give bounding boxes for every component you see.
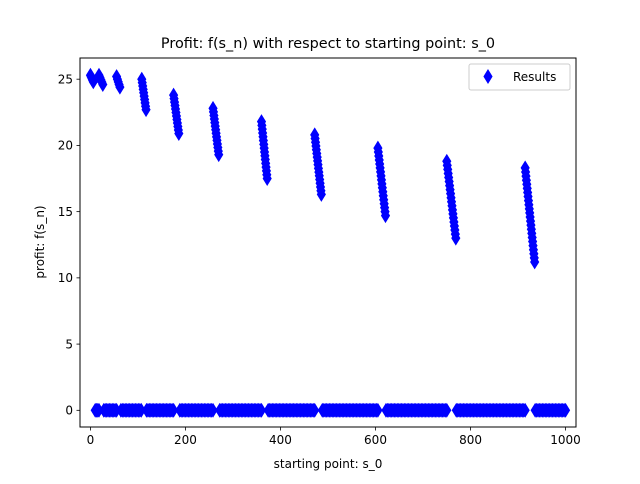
data-point	[530, 254, 540, 270]
chart-title: Profit: f(s_n) with respect to starting …	[161, 36, 495, 52]
x-tick-label: 400	[269, 433, 292, 447]
y-tick-label: 20	[58, 139, 73, 153]
data-point	[115, 79, 125, 95]
y-tick-label: 0	[65, 404, 73, 418]
y-tick-label: 25	[58, 72, 73, 86]
x-tick-label: 1000	[550, 433, 581, 447]
y-axis-label: profit: f(s_n)	[33, 205, 47, 278]
data-point	[520, 402, 530, 418]
data-point	[310, 402, 320, 418]
data-point	[141, 102, 151, 118]
plot-area-frame	[79, 57, 577, 428]
data-point	[373, 402, 383, 418]
data-point	[256, 402, 267, 418]
data-point	[262, 171, 272, 186]
x-axis-ticks: 0 200 400 600 800 1000	[87, 427, 581, 447]
data-point	[214, 147, 224, 163]
x-tick-label: 200	[174, 433, 197, 447]
legend-label: Results	[513, 70, 556, 84]
x-tick-label: 0	[87, 433, 95, 447]
y-tick-label: 15	[58, 205, 73, 219]
data-point	[169, 402, 179, 418]
data-point	[98, 77, 108, 92]
data-point	[88, 74, 98, 90]
legend-box	[468, 63, 571, 91]
y-tick-label: 5	[65, 337, 73, 351]
data-point	[451, 230, 461, 246]
x-tick-label: 800	[459, 433, 482, 447]
y-tick-label: 10	[58, 271, 73, 285]
data-point	[174, 126, 184, 141]
data-point	[442, 402, 452, 418]
data-point	[560, 402, 571, 418]
data-point	[316, 186, 326, 202]
data-point	[380, 208, 391, 224]
legend: Results	[468, 63, 571, 91]
y-axis-ticks: 0 5 10 15 20 25	[58, 72, 80, 418]
x-tick-label: 600	[364, 433, 387, 447]
points-layer	[85, 67, 571, 418]
legend-marker	[483, 69, 493, 84]
data-point	[208, 402, 218, 418]
x-axis-label: starting point: s_0	[274, 457, 383, 471]
